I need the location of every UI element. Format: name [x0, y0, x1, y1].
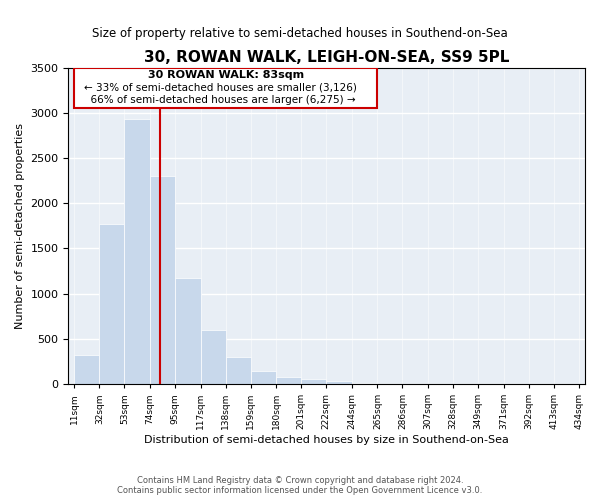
Title: 30, ROWAN WALK, LEIGH-ON-SEA, SS9 5PL: 30, ROWAN WALK, LEIGH-ON-SEA, SS9 5PL — [144, 50, 509, 65]
Bar — [201, 330, 226, 384]
Text: Contains HM Land Registry data © Crown copyright and database right 2024.
Contai: Contains HM Land Registry data © Crown c… — [118, 476, 482, 495]
Text: 30 ROWAN WALK: 83sqm: 30 ROWAN WALK: 83sqm — [148, 70, 304, 81]
Bar — [226, 358, 251, 384]
Y-axis label: Number of semi-detached properties: Number of semi-detached properties — [15, 123, 25, 329]
Bar — [74, 68, 377, 108]
Text: ← 33% of semi-detached houses are smaller (3,126): ← 33% of semi-detached houses are smalle… — [84, 82, 357, 92]
X-axis label: Distribution of semi-detached houses by size in Southend-on-Sea: Distribution of semi-detached houses by … — [144, 435, 509, 445]
Bar — [326, 382, 352, 384]
Bar — [74, 355, 100, 384]
Bar — [175, 278, 201, 384]
Bar — [276, 377, 301, 384]
Text: Size of property relative to semi-detached houses in Southend-on-Sea: Size of property relative to semi-detach… — [92, 28, 508, 40]
Bar — [352, 383, 377, 384]
Text: 66% of semi-detached houses are larger (6,275) →: 66% of semi-detached houses are larger (… — [84, 95, 356, 105]
Bar — [301, 379, 326, 384]
Bar — [100, 224, 124, 384]
Bar — [149, 176, 175, 384]
Bar — [251, 372, 276, 384]
Bar — [124, 119, 149, 384]
